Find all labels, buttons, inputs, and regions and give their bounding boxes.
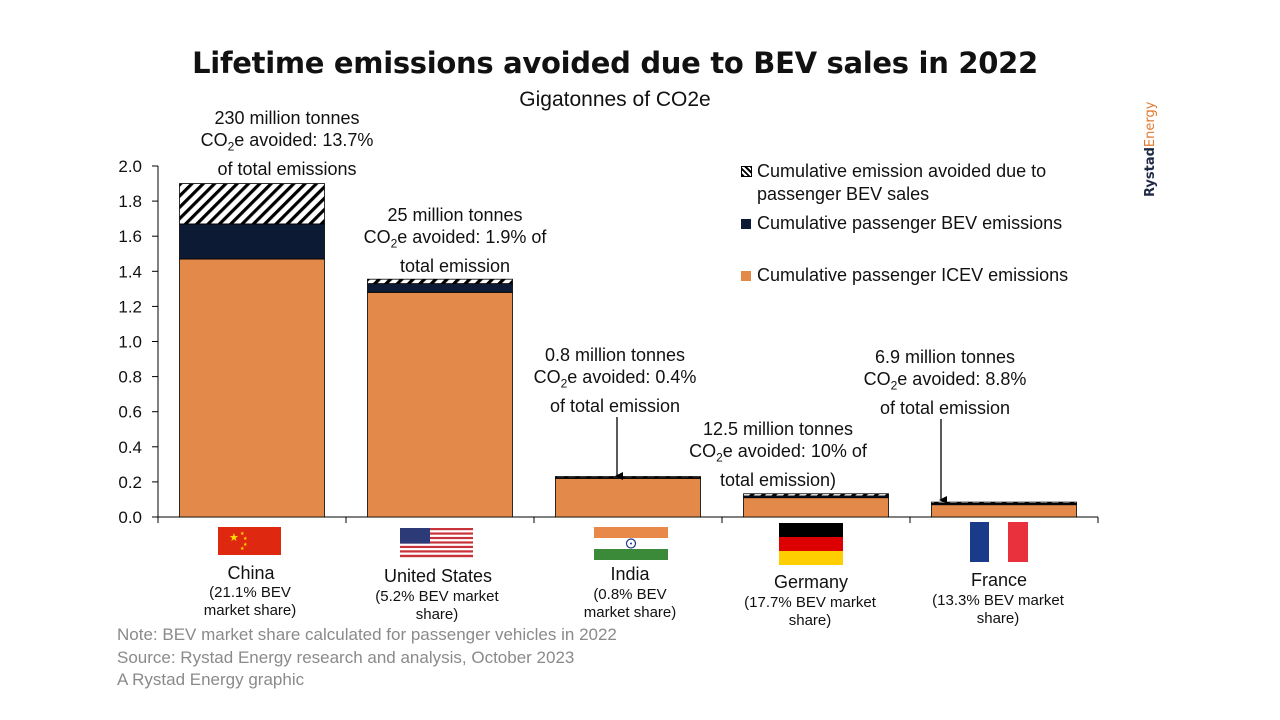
germany-label: Germany xyxy=(773,572,849,592)
france-avoided-bar-segment xyxy=(931,501,1077,504)
svg-text:★: ★ xyxy=(240,546,245,552)
united-states-bev-bar-segment xyxy=(367,283,513,293)
germany-flag-icon xyxy=(779,523,843,565)
y-tick-label: 1.6 xyxy=(118,227,142,246)
legend-swatch-bev xyxy=(741,219,751,229)
china-bev-bar-segment xyxy=(179,223,325,260)
china-annotation: 230 million tonnes CO2e avoided: 13.7% o… xyxy=(200,108,374,179)
germany-icev-bar-segment xyxy=(743,497,889,518)
legend-label-icev: Cumulative passenger ICEV emissions xyxy=(757,265,1069,285)
y-tick-label: 1.8 xyxy=(118,192,142,211)
india-avoided-bar-segment xyxy=(555,476,701,478)
y-tick-label: 1.4 xyxy=(118,262,142,281)
y-tick-label: 0.2 xyxy=(118,473,142,492)
france-icev-bar-segment xyxy=(931,504,1077,518)
germany-avoided-bar-segment xyxy=(743,493,889,497)
china-flag-icon: ★ ★ ★ ★ ★ xyxy=(218,527,281,555)
legend-swatch-icev xyxy=(741,271,751,281)
france-label: France xyxy=(970,570,1028,590)
svg-text:★: ★ xyxy=(243,536,248,542)
us-label: United States xyxy=(383,566,493,586)
india-share: (0.8% BEV market share) xyxy=(583,586,677,621)
legend-label-avoided: Cumulative emission avoided due to passe… xyxy=(757,161,1047,204)
germany-annotation: 12.5 million tonnes CO2e avoided: 10% of… xyxy=(689,419,867,490)
india-label: India xyxy=(610,564,650,584)
y-tick-label: 1.0 xyxy=(118,333,142,352)
y-tick-label: 1.2 xyxy=(118,297,142,316)
united-states-avoided-bar-segment xyxy=(367,278,513,284)
germany-share: (17.7% BEV market share) xyxy=(744,594,876,629)
us-share: (5.2% BEV market share) xyxy=(375,588,499,623)
chart-subtitle: Gigatonnes of CO2e xyxy=(519,88,711,111)
china-avoided-bar-segment xyxy=(179,183,325,225)
china-icev-bar-segment xyxy=(179,258,325,518)
us-annotation: 25 million tonnes CO2e avoided: 1.9% of … xyxy=(363,205,547,276)
china-label: China xyxy=(227,563,275,583)
svg-text:★: ★ xyxy=(243,542,248,548)
legend-label-bev: Cumulative passenger BEV emissions xyxy=(757,213,1063,233)
france-annotation: 6.9 million tonnes CO2e avoided: 8.8% of… xyxy=(863,347,1027,418)
y-tick-label: 0.4 xyxy=(118,438,142,457)
india-annotation: 0.8 million tonnes CO2e avoided: 0.4% of… xyxy=(533,345,697,416)
footer-note: Note: BEV market share calculated for pa… xyxy=(117,625,617,644)
y-tick-label: 2.0 xyxy=(118,157,142,176)
united-states-icev-bar-segment xyxy=(367,291,513,518)
us-flag-icon xyxy=(400,528,473,558)
india-flag-icon xyxy=(594,527,668,560)
svg-text:★: ★ xyxy=(240,531,245,537)
svg-text:★: ★ xyxy=(229,531,239,544)
india-icev-bar-segment xyxy=(555,477,701,518)
chart-title: Lifetime emissions avoided due to BEV sa… xyxy=(192,46,1038,80)
y-tick-label: 0.0 xyxy=(118,508,142,527)
legend-swatch-avoided xyxy=(741,166,752,177)
france-flag-icon xyxy=(970,522,1028,562)
y-tick-label: 0.8 xyxy=(118,368,142,387)
china-share: (21.1% BEV market share) xyxy=(203,584,297,619)
footer-credit: A Rystad Energy graphic xyxy=(117,670,305,689)
y-tick-label: 0.6 xyxy=(118,403,142,422)
france-share: (13.3% BEV market share) xyxy=(932,592,1064,627)
footer-source: Source: Rystad Energy research and analy… xyxy=(117,648,575,667)
